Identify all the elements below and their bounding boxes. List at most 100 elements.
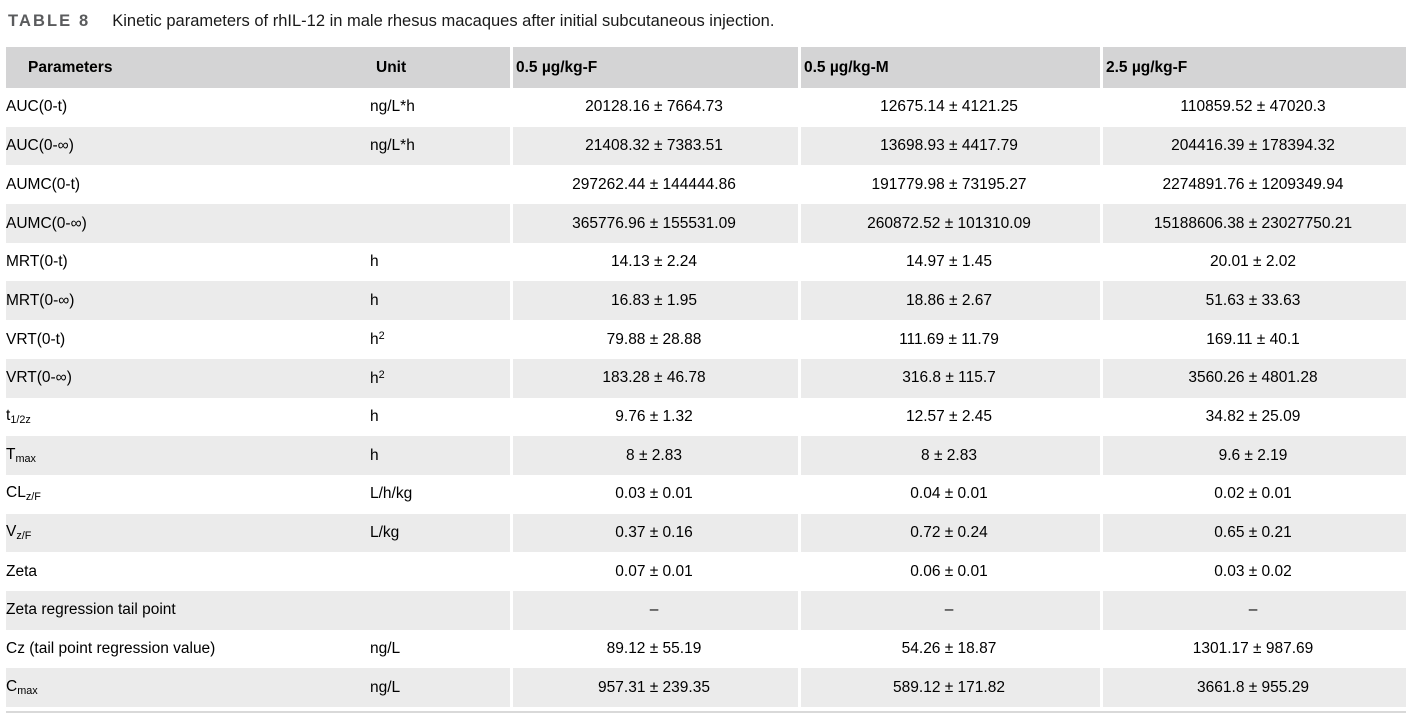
cell-value-1: 957.31 ± 239.35 bbox=[510, 668, 798, 707]
cell-value-1: 21408.32 ± 7383.51 bbox=[510, 127, 798, 166]
cell-parameter: AUMC(0-∞) bbox=[6, 214, 87, 232]
kinetic-parameters-table: Parameters Unit 0.5 µg/kg-F 0.5 µg/kg-M … bbox=[6, 47, 1406, 707]
cell-value-3: 110859.52 ± 47020.3 bbox=[1100, 88, 1406, 127]
cell-value-1: 16.83 ± 1.95 bbox=[510, 281, 798, 320]
cell-unit: h bbox=[370, 446, 379, 464]
cell-value-3: 169.11 ± 40.1 bbox=[1100, 320, 1406, 359]
table-body: AUC(0-t) ng/L*h 20128.16 ± 7664.73 12675.14… bbox=[6, 88, 1406, 707]
table-caption-text: Kinetic parameters of rhIL-12 in male rh… bbox=[112, 11, 775, 30]
cell-parameter: VRT(0-t) bbox=[6, 330, 66, 348]
cell-unit: h2 bbox=[370, 368, 385, 387]
cell-value-2: 14.97 ± 1.45 bbox=[798, 243, 1100, 282]
cell-value-3: 204416.39 ± 178394.32 bbox=[1100, 127, 1406, 166]
cell-parameter: Cmax bbox=[6, 677, 38, 697]
table-row: Cz (tail point regression value) ng/L 89.1… bbox=[6, 629, 1406, 669]
table-row: Tmax h 8 ± 2.83 8 ± 2.83 9.6 ± 2.19 bbox=[6, 436, 1406, 475]
cell-value-2: 0.04 ± 0.01 bbox=[798, 475, 1100, 514]
cell-value-3: 20.01 ± 2.02 bbox=[1100, 243, 1406, 282]
cell-parameter: MRT(0-t) bbox=[6, 253, 68, 271]
cell-value-2: 12675.14 ± 4121.25 bbox=[798, 88, 1100, 127]
table-header-row: Parameters Unit 0.5 µg/kg-F 0.5 µg/kg-M … bbox=[6, 47, 1406, 88]
cell-value-1: 297262.44 ± 144444.86 bbox=[510, 165, 798, 204]
cell-value-1: 8 ± 2.83 bbox=[510, 436, 798, 475]
cell-parameter: Zeta bbox=[6, 562, 38, 580]
cell-value-3: 15188606.38 ± 23027750.21 bbox=[1100, 204, 1406, 243]
table-row: t1/2z h 9.76 ± 1.32 12.57 ± 2.45 34.82 ± 25.… bbox=[6, 397, 1406, 437]
cell-value-1: 14.13 ± 2.24 bbox=[510, 243, 798, 282]
cell-value-2: 0.72 ± 0.24 bbox=[798, 514, 1100, 553]
cell-unit: L/h/kg bbox=[370, 485, 413, 503]
cell-value-1: 183.28 ± 46.78 bbox=[510, 359, 798, 398]
cell-value-3: 34.82 ± 25.09 bbox=[1100, 398, 1406, 437]
cell-value-1: 0.03 ± 0.01 bbox=[510, 475, 798, 514]
cell-value-2: 589.12 ± 171.82 bbox=[798, 668, 1100, 707]
cell-unit: L/kg bbox=[370, 524, 400, 541]
cell-value-3: 9.6 ± 2.19 bbox=[1100, 436, 1406, 475]
cell-value-2: – bbox=[798, 591, 1100, 630]
cell-unit bbox=[370, 165, 510, 204]
cell-parameter: Tmax bbox=[6, 445, 36, 465]
column-header-dose-2: 0.5 µg/kg-M bbox=[798, 47, 1100, 88]
cell-value-3: 51.63 ± 33.63 bbox=[1100, 281, 1406, 320]
cell-value-3: 2274891.76 ± 1209349.94 bbox=[1100, 165, 1406, 204]
cell-value-2: 260872.52 ± 101310.09 bbox=[798, 204, 1100, 243]
table-row: MRT(0-t) h 14.13 ± 2.24 14.97 ± 1.45 20.01 ±… bbox=[6, 242, 1406, 282]
cell-value-1: 20128.16 ± 7664.73 bbox=[510, 88, 798, 127]
cell-unit: h bbox=[370, 291, 379, 309]
table-row: Zeta regression tail point – – – bbox=[6, 590, 1406, 630]
cell-value-2: 12.57 ± 2.45 bbox=[798, 398, 1100, 437]
table-row: VRT(0-t) h2 79.88 ± 28.88 111.69 ± 11.79 169… bbox=[6, 320, 1406, 359]
table-caption: TABLE 8 Kinetic parameters of rhIL-12 in… bbox=[8, 6, 1406, 36]
cell-value-2: 191779.98 ± 73195.27 bbox=[798, 165, 1100, 204]
cell-value-1: 0.37 ± 0.16 bbox=[510, 514, 798, 553]
table-bottom-rule bbox=[6, 711, 1406, 713]
table-row: Cmax ng/L 957.31 ± 239.35 589.12 ± 171.82 36… bbox=[6, 668, 1406, 707]
cell-value-3: 3661.8 ± 955.29 bbox=[1100, 668, 1406, 707]
cell-value-1: 0.07 ± 0.01 bbox=[510, 552, 798, 591]
cell-value-1: 89.12 ± 55.19 bbox=[510, 630, 798, 669]
table-row: Vz/F L/kg 0.37 ± 0.16 0.72 ± 0.24 0.65 ± 0.2… bbox=[6, 513, 1406, 553]
table-row: VRT(0-∞) h2 183.28 ± 46.78 316.8 ± 115.7 356… bbox=[6, 358, 1406, 398]
cell-value-2: 8 ± 2.83 bbox=[798, 436, 1100, 475]
cell-value-2: 54.26 ± 18.87 bbox=[798, 630, 1100, 669]
cell-parameter: VRT(0-∞) bbox=[6, 369, 72, 387]
cell-value-1: 79.88 ± 28.88 bbox=[510, 320, 798, 359]
cell-unit bbox=[370, 552, 510, 591]
cell-parameter: AUMC(0-t) bbox=[6, 175, 81, 193]
table-row: AUC(0-∞) ng/L*h 21408.32 ± 7383.51 13698.93… bbox=[6, 126, 1406, 166]
cell-value-3: 3560.26 ± 4801.28 bbox=[1100, 359, 1406, 398]
cell-parameter: t1/2z bbox=[6, 407, 31, 427]
cell-parameter: Vz/F bbox=[6, 523, 32, 543]
cell-unit bbox=[370, 591, 510, 630]
cell-unit bbox=[370, 204, 510, 243]
table-row: AUMC(0-t) 297262.44 ± 144444.86 191779.98 … bbox=[6, 165, 1406, 205]
cell-value-1: 365776.96 ± 155531.09 bbox=[510, 204, 798, 243]
cell-parameter: MRT(0-∞) bbox=[6, 291, 75, 309]
cell-unit: h2 bbox=[370, 330, 385, 349]
cell-unit: ng/L*h bbox=[370, 98, 415, 116]
cell-value-3: 0.03 ± 0.02 bbox=[1100, 552, 1406, 591]
cell-unit: h bbox=[370, 407, 379, 425]
table-row: Zeta 0.07 ± 0.01 0.06 ± 0.01 0.03 ± 0.02 bbox=[6, 552, 1406, 591]
cell-value-3: – bbox=[1100, 591, 1406, 630]
cell-value-2: 0.06 ± 0.01 bbox=[798, 552, 1100, 591]
column-header-parameters: Parameters bbox=[28, 58, 113, 76]
cell-parameter: Cz (tail point regression value) bbox=[6, 640, 216, 658]
table-row: MRT(0-∞) h 16.83 ± 1.95 18.86 ± 2.67 51.63 ±… bbox=[6, 281, 1406, 321]
column-header-unit: Unit bbox=[376, 58, 407, 76]
cell-value-1: 9.76 ± 1.32 bbox=[510, 398, 798, 437]
column-header-dose-1: 0.5 µg/kg-F bbox=[510, 47, 798, 88]
cell-value-2: 13698.93 ± 4417.79 bbox=[798, 127, 1100, 166]
cell-unit: ng/L*h bbox=[370, 137, 415, 155]
table-number-label: TABLE 8 bbox=[8, 11, 91, 30]
cell-unit: h bbox=[370, 253, 379, 271]
cell-unit: ng/L bbox=[370, 640, 401, 658]
cell-value-1: – bbox=[510, 591, 798, 630]
table-row: AUMC(0-∞) 365776.96 ± 155531.09 260872.52 … bbox=[6, 204, 1406, 243]
cell-parameter: Zeta regression tail point bbox=[6, 601, 176, 619]
cell-value-2: 111.69 ± 11.79 bbox=[798, 320, 1100, 359]
table-row: CLz/F L/h/kg 0.03 ± 0.01 0.04 ± 0.01 0.02 ± … bbox=[6, 474, 1406, 514]
cell-value-2: 18.86 ± 2.67 bbox=[798, 281, 1100, 320]
column-header-dose-3: 2.5 µg/kg-F bbox=[1100, 47, 1406, 88]
